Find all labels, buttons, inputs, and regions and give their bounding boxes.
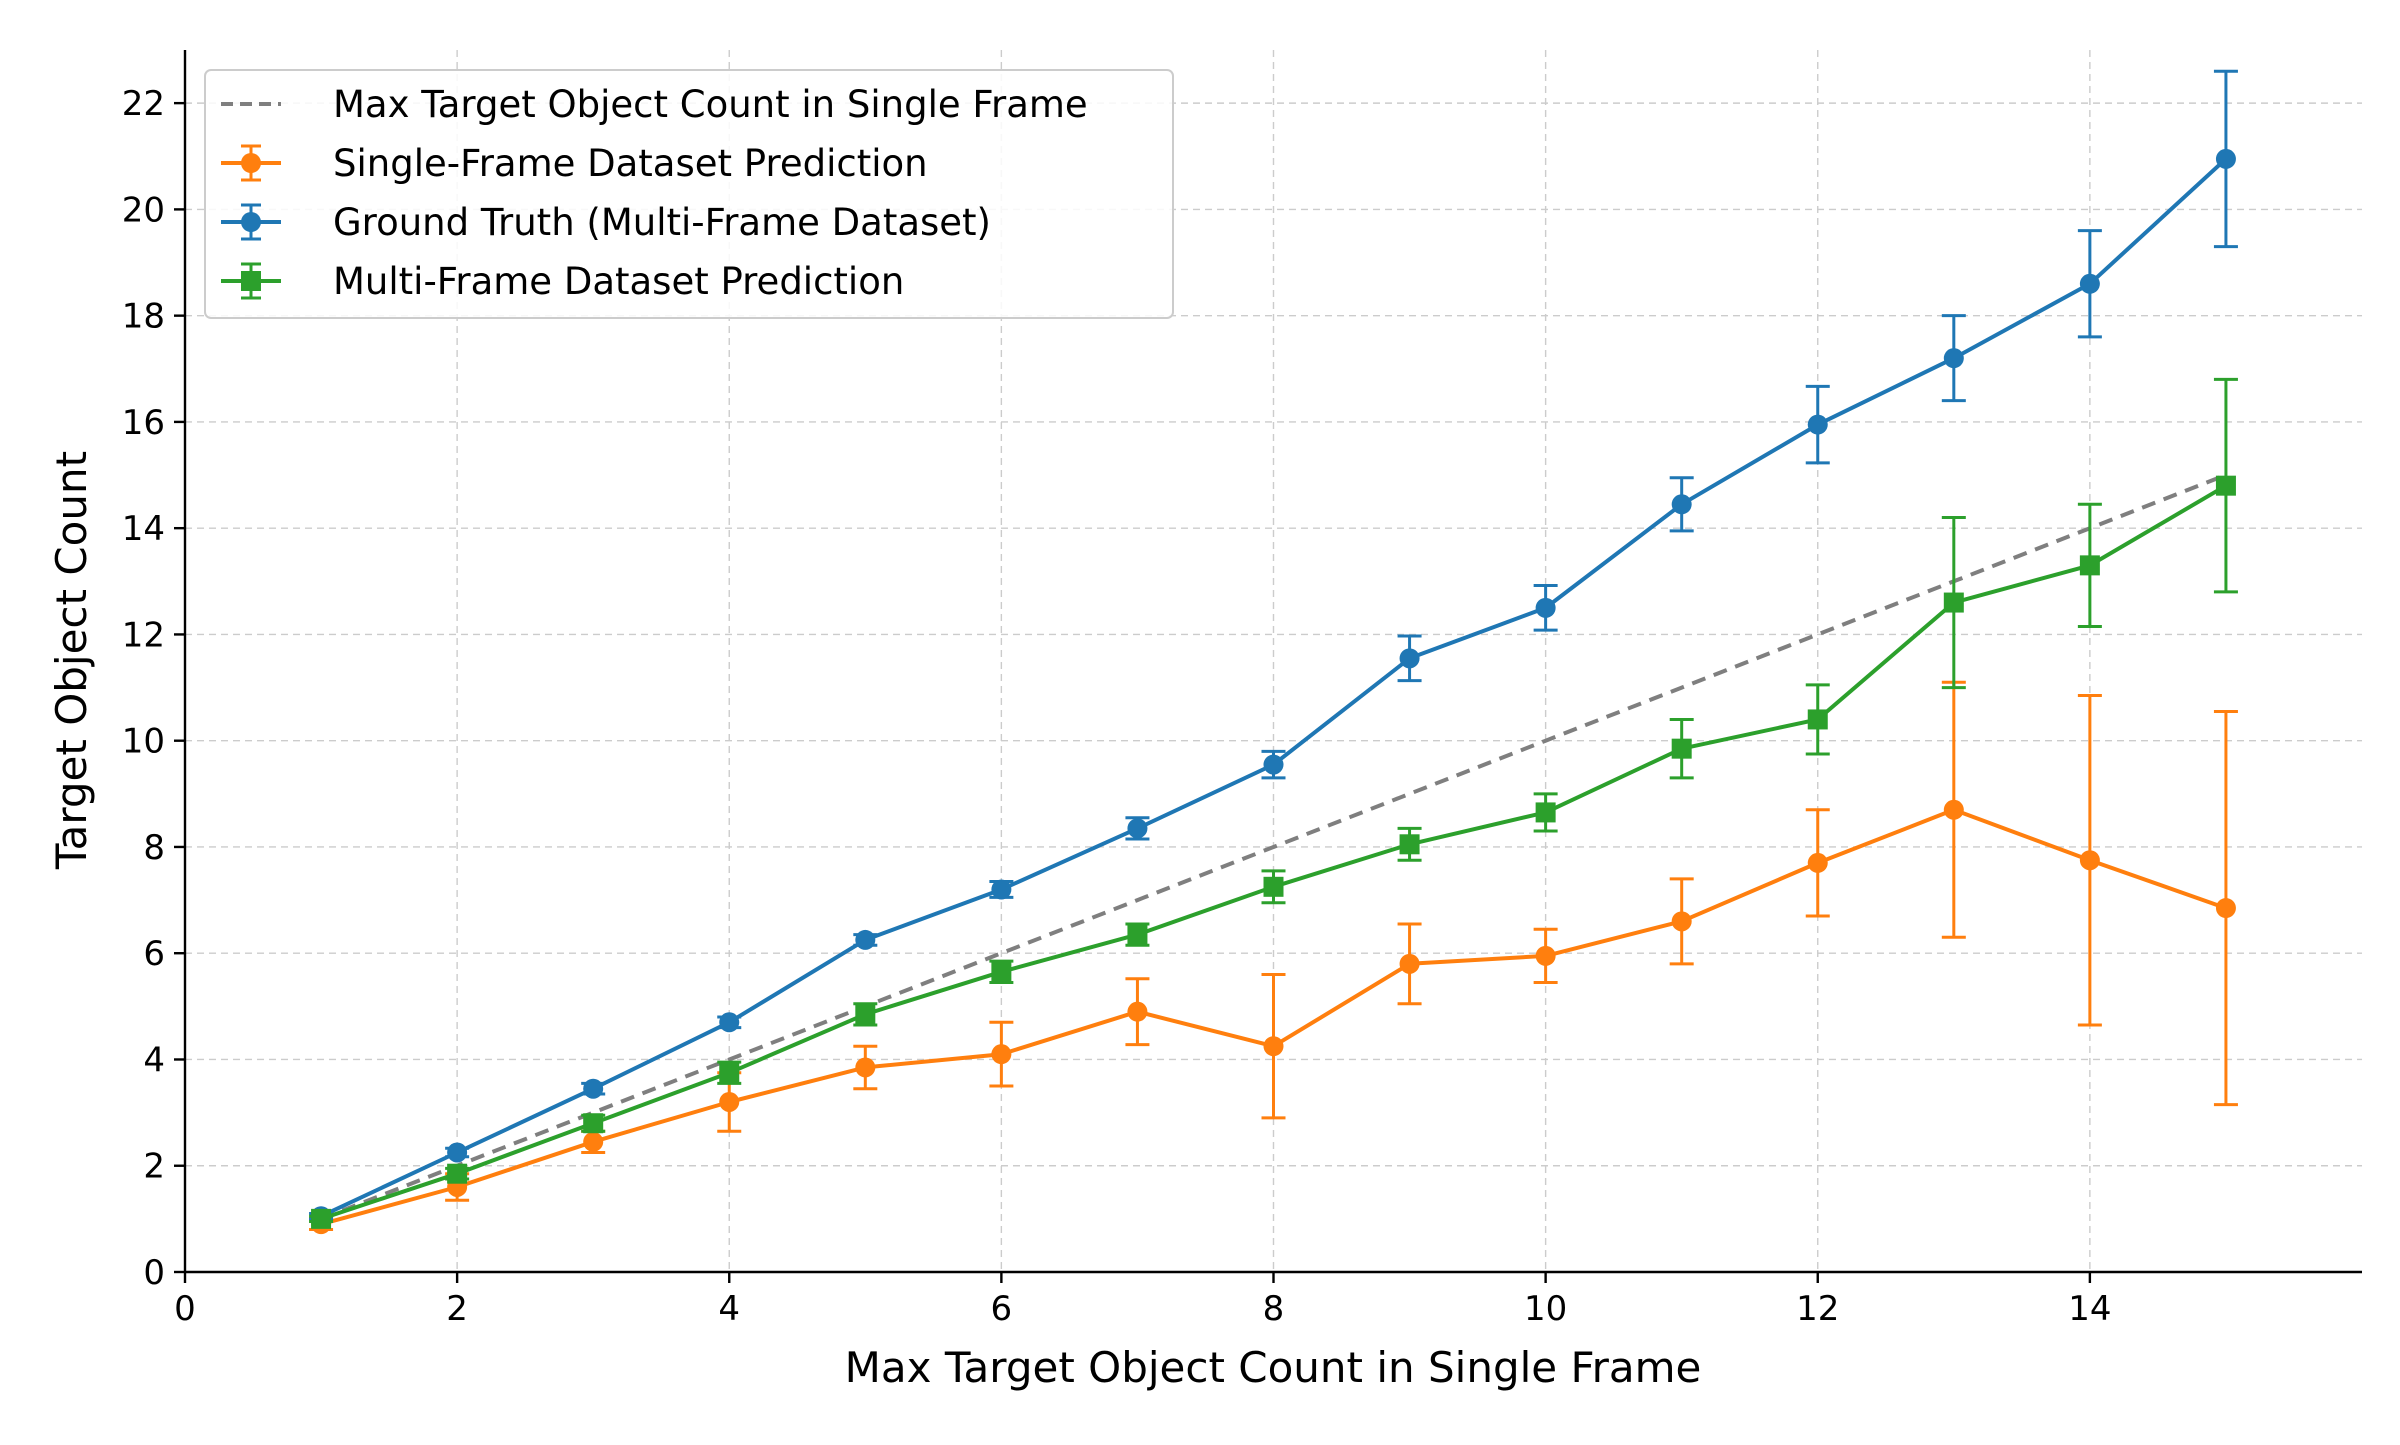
x-tick-label: 6 bbox=[991, 1289, 1013, 1329]
data-point bbox=[1807, 852, 1828, 873]
data-point bbox=[855, 929, 876, 950]
x-axis-title: Max Target Object Count in Single Frame bbox=[845, 1343, 1702, 1392]
y-tick-label: 16 bbox=[122, 403, 165, 443]
data-point bbox=[2215, 898, 2236, 919]
y-tick-label: 6 bbox=[143, 934, 165, 974]
legend-label: Multi-Frame Dataset Prediction bbox=[333, 260, 904, 303]
x-tick-label: 2 bbox=[446, 1289, 468, 1329]
data-point bbox=[311, 1208, 332, 1229]
data-point bbox=[991, 1044, 1012, 1065]
data-point bbox=[1399, 648, 1420, 669]
data-point bbox=[1535, 802, 1556, 823]
data-point bbox=[583, 1078, 604, 1099]
axes: 0 2 4 6 8 10 12 14 0 2 4 6 8 10 12 14 16 18 20 22 bbox=[122, 50, 2362, 1329]
legend-entry: Single-Frame Dataset Prediction bbox=[221, 142, 928, 185]
data-point bbox=[1807, 709, 1828, 730]
data-point bbox=[2215, 148, 2236, 169]
series-line bbox=[320, 473, 2227, 1221]
data-point bbox=[583, 1131, 604, 1152]
data-point bbox=[1943, 592, 1964, 613]
data-point bbox=[1263, 876, 1284, 897]
y-tick-label: 18 bbox=[122, 297, 165, 337]
x-tick-label: 14 bbox=[2068, 1289, 2111, 1329]
legend-swatch-marker bbox=[241, 212, 261, 232]
data-point bbox=[2215, 475, 2236, 496]
series-3 bbox=[309, 377, 2238, 1229]
x-tick-label: 8 bbox=[1263, 1289, 1285, 1329]
y-tick-label: 20 bbox=[122, 190, 165, 230]
data-point bbox=[1127, 1001, 1148, 1022]
y-tick-label: 4 bbox=[143, 1040, 165, 1080]
legend-swatch-marker bbox=[241, 153, 261, 173]
data-point bbox=[2079, 555, 2100, 576]
data-point bbox=[1943, 799, 1964, 820]
y-tick-label: 10 bbox=[122, 722, 165, 762]
data-point bbox=[1535, 945, 1556, 966]
data-point bbox=[583, 1113, 604, 1134]
series-1 bbox=[309, 680, 2238, 1235]
legend-swatch-marker bbox=[241, 271, 261, 291]
data-point bbox=[1671, 494, 1692, 515]
y-tick-label: 14 bbox=[122, 509, 165, 549]
legend-box bbox=[204, 69, 1174, 319]
legend: Max Target Object Count in Single Frame S… bbox=[204, 69, 1174, 319]
data-point bbox=[1943, 348, 1964, 369]
data-point bbox=[447, 1142, 468, 1163]
legend-label: Single-Frame Dataset Prediction bbox=[333, 142, 928, 185]
legend-entry: Ground Truth (Multi-Frame Dataset) bbox=[221, 201, 991, 244]
data-point bbox=[855, 1057, 876, 1078]
data-point bbox=[1263, 754, 1284, 775]
x-tick-label: 10 bbox=[1524, 1289, 1567, 1329]
data-point bbox=[719, 1012, 740, 1033]
legend-entry: Max Target Object Count in Single Frame bbox=[221, 83, 1088, 126]
data-point bbox=[1807, 414, 1828, 435]
data-point bbox=[447, 1163, 468, 1184]
y-tick-label: 22 bbox=[122, 84, 165, 124]
data-point bbox=[991, 879, 1012, 900]
data-point bbox=[2079, 850, 2100, 871]
x-tick-label: 4 bbox=[718, 1289, 740, 1329]
x-tick-label: 12 bbox=[1796, 1289, 1839, 1329]
legend-label: Max Target Object Count in Single Frame bbox=[333, 83, 1088, 126]
y-tick-label: 0 bbox=[143, 1253, 165, 1293]
data-point bbox=[1399, 834, 1420, 855]
data-point bbox=[1535, 597, 1556, 618]
y-tick-label: 2 bbox=[143, 1147, 165, 1187]
data-point bbox=[719, 1091, 740, 1112]
y-tick-label: 12 bbox=[122, 615, 165, 655]
data-point bbox=[1263, 1036, 1284, 1057]
data-point bbox=[991, 961, 1012, 982]
y-axis-title: Target Object Count bbox=[47, 451, 96, 870]
data-point bbox=[855, 1004, 876, 1025]
data-point bbox=[2079, 273, 2100, 294]
data-point bbox=[1399, 953, 1420, 974]
series-0 bbox=[320, 473, 2227, 1221]
series-group bbox=[309, 69, 2238, 1235]
data-point bbox=[1671, 738, 1692, 759]
x-tick-label: 0 bbox=[174, 1289, 196, 1329]
data-point bbox=[1127, 818, 1148, 839]
y-tick-label: 8 bbox=[143, 828, 165, 868]
legend-label: Ground Truth (Multi-Frame Dataset) bbox=[333, 201, 991, 244]
data-point bbox=[1671, 911, 1692, 932]
data-point bbox=[719, 1062, 740, 1083]
data-point bbox=[1127, 924, 1148, 945]
legend-entry: Multi-Frame Dataset Prediction bbox=[221, 260, 904, 303]
